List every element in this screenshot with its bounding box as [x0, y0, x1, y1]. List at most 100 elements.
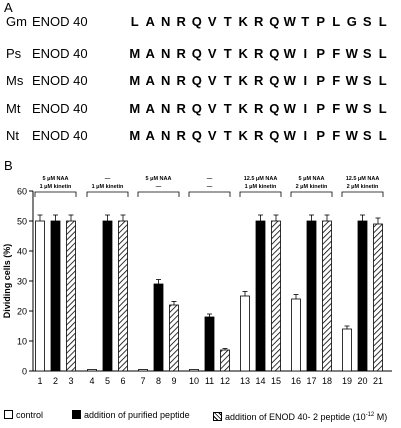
residue: R: [176, 14, 186, 29]
residue: I: [303, 73, 308, 88]
sequence-row: Ps ENOD 40 M A N R Q V T K R Q W I P F W S L: [6, 45, 387, 63]
residue: N: [161, 101, 171, 116]
residue: L: [378, 101, 387, 116]
treatment-line2: 1 μM kinetin: [40, 184, 72, 190]
bar-5: [102, 220, 113, 372]
residue: F: [332, 128, 341, 143]
residue: A: [145, 73, 155, 88]
legend-synthetic-exponent: -12: [365, 412, 375, 418]
bar-7: [138, 369, 148, 372]
residue: P: [316, 73, 326, 88]
residue: N: [161, 128, 171, 143]
treatment-line2: 2 μM kinetin: [296, 184, 328, 190]
residue: R: [254, 46, 264, 61]
x-tick-label: 13: [240, 376, 250, 386]
treatment-line1: —: [207, 176, 213, 182]
x-tick-label: 2: [53, 376, 58, 386]
residue: L: [378, 46, 387, 61]
residue: M: [129, 46, 141, 61]
residue: S: [362, 73, 372, 88]
treatment-line1: 12.5 μM NAA: [244, 176, 278, 182]
sequence-row: Mt ENOD 40 M A N R Q V T K R Q W I P F W S L: [6, 100, 387, 118]
residue: K: [238, 73, 248, 88]
bar-15: [271, 220, 281, 372]
treatment-bracket: [137, 191, 180, 197]
residue: P: [316, 14, 326, 29]
residue: W: [345, 46, 358, 61]
treatment-line2: 1 μM kinetin: [92, 184, 124, 190]
treatment-bracket: [290, 191, 333, 197]
bar-11: [204, 316, 215, 372]
treatment-line2: —: [207, 184, 213, 190]
sequence-row: Ms ENOD 40 M A N R Q V T K R Q W I P F W S L: [6, 72, 387, 90]
y-tick-label: 20: [17, 307, 27, 317]
x-tick-label: 12: [220, 376, 230, 386]
gene-label: ENOD 40: [32, 46, 88, 61]
residue: K: [238, 128, 248, 143]
residue: R: [254, 128, 264, 143]
bar-17: [306, 220, 317, 372]
bar-9: [169, 304, 179, 372]
residue: V: [207, 14, 217, 29]
panel-b-label: B: [4, 158, 13, 173]
treatment-line1: 5 μM NAA: [146, 176, 172, 182]
legend-synthetic-swatch: [213, 412, 222, 421]
residue: A: [145, 128, 155, 143]
x-tick-label: 11: [205, 376, 214, 386]
residue: F: [332, 46, 341, 61]
legend-synthetic-label: addition of ENOD 40- 2 peptide (10: [225, 412, 366, 422]
residue: S: [362, 14, 372, 29]
gene-label: ENOD 40: [32, 14, 88, 29]
species-label: Gm: [6, 14, 27, 29]
gene-label: ENOD 40: [32, 73, 88, 88]
residue: S: [362, 101, 372, 116]
bar-20: [357, 220, 368, 372]
residue: M: [129, 101, 141, 116]
residue: W: [283, 128, 296, 143]
residue: R: [254, 14, 264, 29]
residue: N: [161, 46, 171, 61]
residue: Q: [191, 101, 202, 116]
residue: Q: [269, 14, 280, 29]
residue: Q: [191, 128, 202, 143]
residue: R: [176, 128, 186, 143]
bar-18: [322, 220, 332, 372]
bar-3: [66, 220, 76, 372]
x-tick-label: 14: [255, 376, 265, 386]
residue: M: [129, 128, 141, 143]
legend-purified-swatch: [72, 410, 81, 419]
residue: L: [378, 73, 387, 88]
residue: Q: [191, 14, 202, 29]
legend-purified: addition of purified peptide: [72, 408, 190, 422]
treatment-bracket: [239, 191, 282, 197]
residue: T: [223, 46, 232, 61]
residue: I: [303, 101, 308, 116]
treatment-line2: 1 μM kinetin: [245, 184, 277, 190]
residue: M: [129, 73, 141, 88]
panel-a-label: A: [4, 0, 13, 15]
bar-10: [189, 369, 199, 372]
bar-19: [342, 328, 352, 372]
x-tick-label: 6: [120, 376, 125, 386]
residue: I: [303, 46, 308, 61]
residue: W: [283, 14, 296, 29]
bar-12: [220, 349, 230, 372]
species-label: Mt: [6, 101, 21, 116]
residue: N: [161, 73, 171, 88]
residue: Q: [269, 128, 280, 143]
y-tick-label: 40: [17, 247, 27, 257]
residue: L: [378, 128, 387, 143]
bar-6: [118, 220, 128, 372]
residue: G: [346, 14, 357, 29]
bar-16: [291, 298, 301, 372]
residue: W: [345, 128, 358, 143]
treatment-line1: —: [105, 176, 111, 182]
residue: P: [316, 46, 326, 61]
x-tick-label: 15: [271, 376, 281, 386]
legend-synthetic: addition of ENOD 40- 2 peptide (10-12 M): [213, 408, 387, 424]
x-tick-label: 5: [105, 376, 110, 386]
residue: A: [145, 14, 155, 29]
